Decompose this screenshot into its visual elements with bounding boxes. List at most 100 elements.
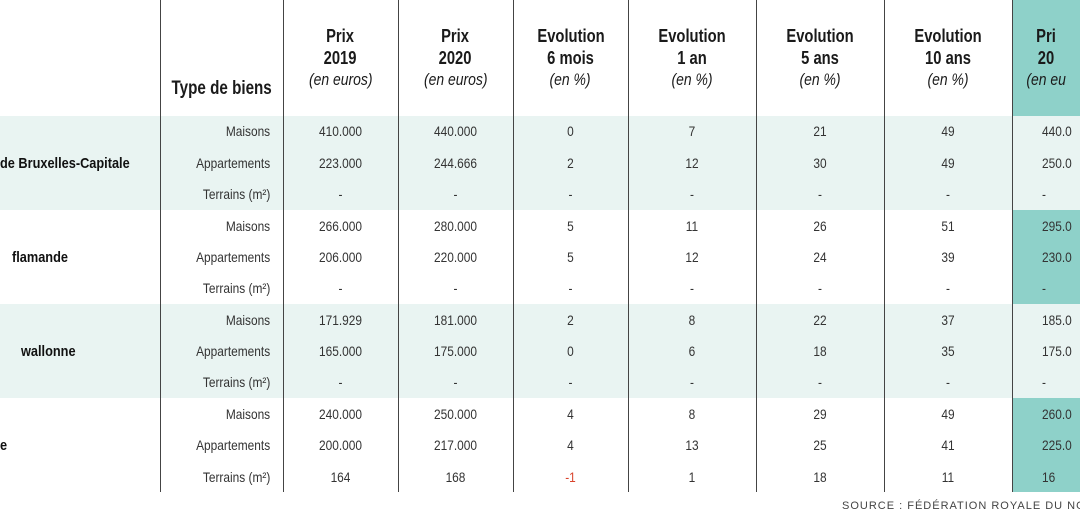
table-cell: - bbox=[818, 186, 822, 202]
table-cell: 5 bbox=[567, 218, 574, 234]
column-divider bbox=[628, 0, 629, 492]
table-cell: 2 bbox=[567, 312, 574, 328]
header-l2: 2019 bbox=[324, 48, 357, 68]
table-cell: 200.000 bbox=[318, 437, 363, 453]
table-cell: 295.0 bbox=[1042, 218, 1072, 234]
table-cell: 217.000 bbox=[433, 437, 478, 453]
table-cell: 25 bbox=[813, 437, 827, 453]
table-cell: 39 bbox=[941, 249, 955, 265]
table-cell: 171.929 bbox=[318, 312, 363, 328]
header-l2: 10 ans bbox=[925, 48, 971, 68]
table-cell: 11 bbox=[941, 469, 955, 485]
table-cell: 16 bbox=[1042, 469, 1056, 485]
table-cell: 30 bbox=[813, 155, 827, 171]
table-cell: - bbox=[1042, 374, 1046, 390]
table-cell: 4 bbox=[567, 437, 574, 453]
header-l1: Pri bbox=[1036, 26, 1056, 46]
table-cell: 440.0 bbox=[1042, 123, 1072, 139]
table-cell: 8 bbox=[688, 406, 696, 422]
header-column: Prix 2020 (en euros) bbox=[398, 0, 513, 116]
header-column: Prix 2019 (en euros) bbox=[283, 0, 398, 116]
region-band bbox=[0, 116, 1080, 210]
header-l3: (en %) bbox=[799, 70, 841, 89]
column-divider bbox=[884, 0, 885, 492]
region-name: de Bruxelles-Capitale bbox=[0, 155, 130, 172]
header-l2: 1 an bbox=[677, 48, 707, 68]
table-cell: 260.0 bbox=[1042, 406, 1072, 422]
region-name: flamande bbox=[12, 249, 68, 266]
header-l3: (en %) bbox=[549, 70, 592, 89]
table-cell: 165.000 bbox=[318, 343, 363, 359]
table-cell: - bbox=[946, 186, 950, 202]
table-cell: 18 bbox=[813, 469, 827, 485]
table-cell: - bbox=[453, 186, 458, 202]
table-cell: - bbox=[946, 280, 950, 296]
table-cell: 175.000 bbox=[433, 343, 478, 359]
table-cell: 225.0 bbox=[1042, 437, 1072, 453]
table-cell: 185.0 bbox=[1042, 312, 1072, 328]
table-cell: 230.0 bbox=[1042, 249, 1072, 265]
table-cell: - bbox=[690, 280, 694, 296]
table-cell: - bbox=[338, 280, 343, 296]
table-cell: 223.000 bbox=[318, 155, 363, 171]
row-type-label: Terrains (m²) bbox=[202, 186, 270, 202]
row-type-label: Appartements bbox=[195, 249, 270, 265]
table-cell: 49 bbox=[941, 406, 955, 422]
column-divider bbox=[756, 0, 757, 492]
table-cell: 35 bbox=[941, 343, 955, 359]
header-column: Pri 20 (en eu bbox=[1012, 0, 1080, 116]
table-cell: 250.0 bbox=[1042, 155, 1072, 171]
table-cell: 280.000 bbox=[433, 218, 478, 234]
table-cell: 164 bbox=[330, 469, 351, 485]
row-type-label: Terrains (m²) bbox=[202, 469, 270, 485]
table-cell: 26 bbox=[813, 218, 827, 234]
header-type-label: Type de biens bbox=[171, 78, 272, 99]
table-cell: - bbox=[946, 374, 950, 390]
row-type-label: Terrains (m²) bbox=[202, 374, 270, 390]
header-l3: (en %) bbox=[927, 70, 969, 89]
table-cell: 244.666 bbox=[433, 155, 478, 171]
column-divider bbox=[398, 0, 399, 492]
table-cell: 0 bbox=[567, 123, 574, 139]
table-cell: 440.000 bbox=[433, 123, 478, 139]
table-cell: 49 bbox=[941, 155, 955, 171]
table-cell: 2 bbox=[567, 155, 574, 171]
table-cell: 18 bbox=[813, 343, 827, 359]
table-cell: 49 bbox=[941, 123, 955, 139]
table-cell: - bbox=[453, 374, 458, 390]
table-cell: 181.000 bbox=[433, 312, 478, 328]
column-divider bbox=[513, 0, 514, 492]
table-cell: 220.000 bbox=[433, 249, 478, 265]
header-l1: Evolution bbox=[658, 26, 726, 46]
row-type-label: Maisons bbox=[225, 312, 270, 328]
table-cell: - bbox=[568, 374, 573, 390]
header-l1: Prix bbox=[441, 26, 470, 46]
table-cell: 1 bbox=[688, 469, 696, 485]
highlight-column-segment bbox=[1012, 210, 1080, 304]
region-band bbox=[0, 304, 1080, 398]
column-divider bbox=[160, 0, 161, 492]
table-cell: -1 bbox=[565, 469, 576, 485]
table-cell: 0 bbox=[567, 343, 574, 359]
table-cell: 12 bbox=[685, 249, 699, 265]
table-cell: - bbox=[568, 186, 573, 202]
region-name: wallonne bbox=[21, 343, 76, 360]
highlight-column-segment bbox=[1012, 0, 1080, 116]
column-divider bbox=[1012, 0, 1013, 492]
header-l1: Evolution bbox=[536, 26, 605, 46]
table-cell: 175.0 bbox=[1042, 343, 1072, 359]
row-type-label: Appartements bbox=[195, 437, 270, 453]
header-l3: (en eu bbox=[1026, 70, 1066, 89]
header-l1: Evolution bbox=[786, 26, 854, 46]
header-l3: (en euros) bbox=[308, 70, 373, 89]
header-l3: (en %) bbox=[671, 70, 713, 89]
header-l2: 2020 bbox=[439, 48, 472, 68]
header-l1: Evolution bbox=[914, 26, 982, 46]
table-cell: 13 bbox=[685, 437, 699, 453]
table-cell: - bbox=[338, 374, 343, 390]
table-cell: 206.000 bbox=[318, 249, 363, 265]
table-cell: - bbox=[818, 280, 822, 296]
table-cell: 22 bbox=[813, 312, 827, 328]
header-type: Type de biens bbox=[160, 0, 283, 116]
